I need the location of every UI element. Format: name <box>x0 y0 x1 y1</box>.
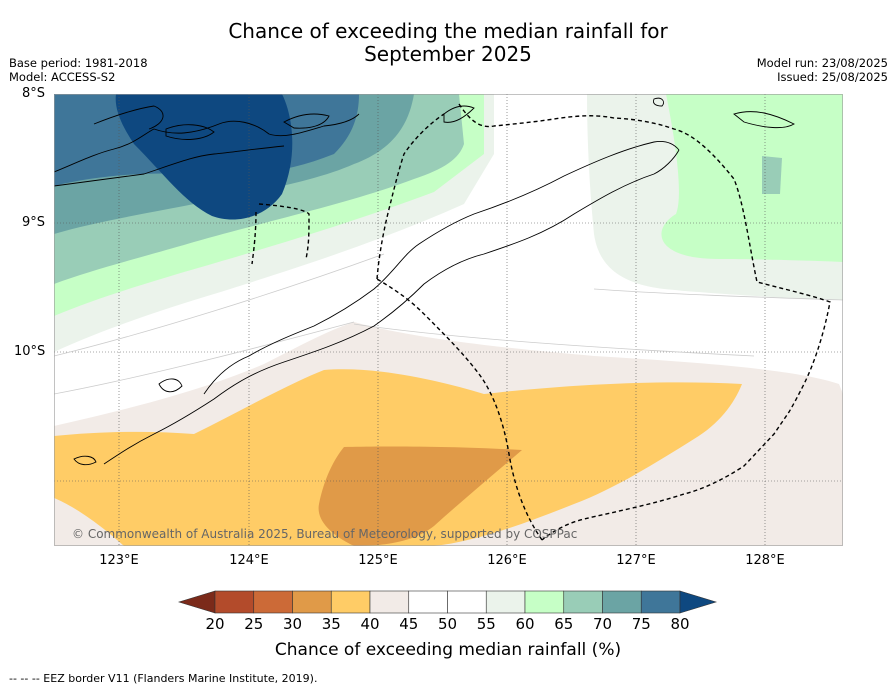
colorbar-tick-label: 70 <box>592 615 613 633</box>
copyright-text: © Commonwealth of Australia 2025, Bureau… <box>72 527 577 541</box>
colorbar-title: Chance of exceeding median rainfall (%) <box>274 640 622 660</box>
lon-label-126e: 126°E <box>487 553 527 568</box>
patch-65-70-east <box>762 156 782 194</box>
lon-label-125e: 125°E <box>358 553 398 568</box>
issued-text: Issued: 25/08/2025 <box>777 70 888 84</box>
colorbar-cell <box>214 590 255 614</box>
band-30-35 <box>318 446 522 546</box>
colorbar-cell <box>524 590 565 614</box>
colorbar-cell <box>253 590 293 614</box>
colorbar-tick-label: 25 <box>244 615 264 633</box>
colorbar-tick-label: 65 <box>554 615 574 633</box>
title-line-2: September 2025 <box>364 42 532 66</box>
model-text: Model: ACCESS-S2 <box>9 70 116 84</box>
colorbar-tick-label: 80 <box>670 615 690 633</box>
model-run-text: Model run: 23/08/2025 <box>756 56 888 70</box>
lon-label-127e: 127°E <box>616 553 656 568</box>
lat-label-8s: 8°S <box>22 86 46 101</box>
colorbar-cell <box>447 590 487 614</box>
lat-label-9s: 9°S <box>22 215 46 230</box>
colorbar-tick-label: 30 <box>282 615 303 633</box>
eez-border <box>251 103 831 541</box>
colorbar-tick-label: 35 <box>321 615 341 633</box>
eez-legend-footer: -- -- -- EEZ border V11 (Flanders Marine… <box>9 672 318 685</box>
colorbar-tick-label: 50 <box>437 615 458 633</box>
colorbar-tick-label: 20 <box>205 615 225 633</box>
base-period-text: Base period: 1981-2018 <box>9 56 148 70</box>
lon-label-123e: 123°E <box>99 553 139 568</box>
colorbar-tick-label: 60 <box>515 615 535 633</box>
lat-label-10s: 10°S <box>14 344 46 359</box>
colorbar <box>177 590 718 614</box>
colorbar-arrow-low <box>177 590 216 614</box>
colorbar-cell <box>563 590 603 614</box>
colorbar-cell <box>330 590 371 614</box>
colorbar-cell <box>602 590 642 614</box>
colorbar-arrow-high <box>679 590 718 614</box>
colorbar-tick-label: 40 <box>360 615 380 633</box>
map-frame <box>54 94 843 546</box>
colorbar-tick-label: 55 <box>476 615 496 633</box>
meta-right: Model run: 23/08/2025 Issued: 25/08/2025 <box>757 56 888 84</box>
rainfall-map: © Commonwealth of Australia 2025, Bureau… <box>54 94 843 546</box>
colorbar-cell <box>485 590 526 614</box>
meta-left: Base period: 1981-2018 Model: ACCESS-S2 <box>9 56 148 84</box>
title-line-1: Chance of exceeding the median rainfall … <box>228 19 668 43</box>
colorbar-cell <box>640 590 681 614</box>
band-80-plus <box>115 94 293 220</box>
colorbar-cell <box>292 590 332 614</box>
colorbar-cell <box>408 590 448 614</box>
coastlines <box>54 97 795 466</box>
band-60-65-east <box>661 94 843 262</box>
map-title: Chance of exceeding the median rainfall … <box>0 20 896 66</box>
colorbar-tick-label: 75 <box>631 615 651 633</box>
colorbar-tick-label: 45 <box>399 615 419 633</box>
lon-label-128e: 128°E <box>745 553 785 568</box>
colorbar-cell <box>369 590 410 614</box>
lon-label-124e: 124°E <box>229 553 269 568</box>
gridlines <box>54 94 843 546</box>
contour-lines <box>54 253 843 395</box>
